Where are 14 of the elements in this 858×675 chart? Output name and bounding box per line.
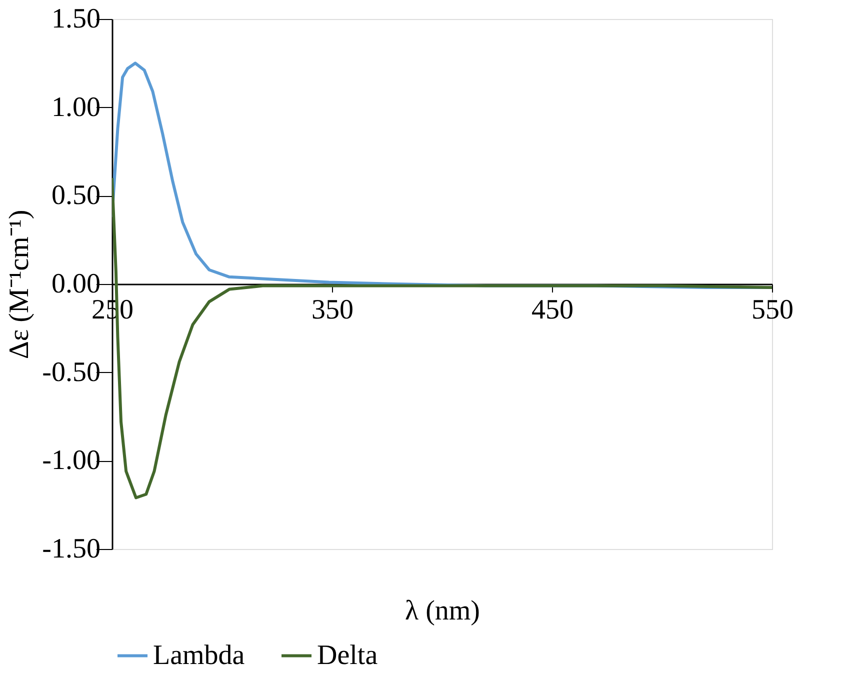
y-tick-label: 1.00 [52,92,100,123]
legend-label: Delta [317,640,378,671]
y-tick-label: -1.00 [42,445,100,476]
y-axis-title: Δε (M⁻¹cm⁻¹) [4,210,36,360]
x-axis-title: λ (nm) [404,596,480,626]
y-tick-label: -1.50 [42,534,100,564]
legend-label: Lambda [153,640,246,671]
y-tick-label: -0.50 [42,356,100,388]
y-tick-label: 0.00 [52,268,100,300]
x-tick-label: 550 [752,294,794,326]
y-tick-label: 1.50 [52,4,100,34]
x-tick-label: 350 [312,294,354,326]
x-tick-label: 450 [532,294,574,326]
y-tick-label: 0.50 [52,180,100,212]
